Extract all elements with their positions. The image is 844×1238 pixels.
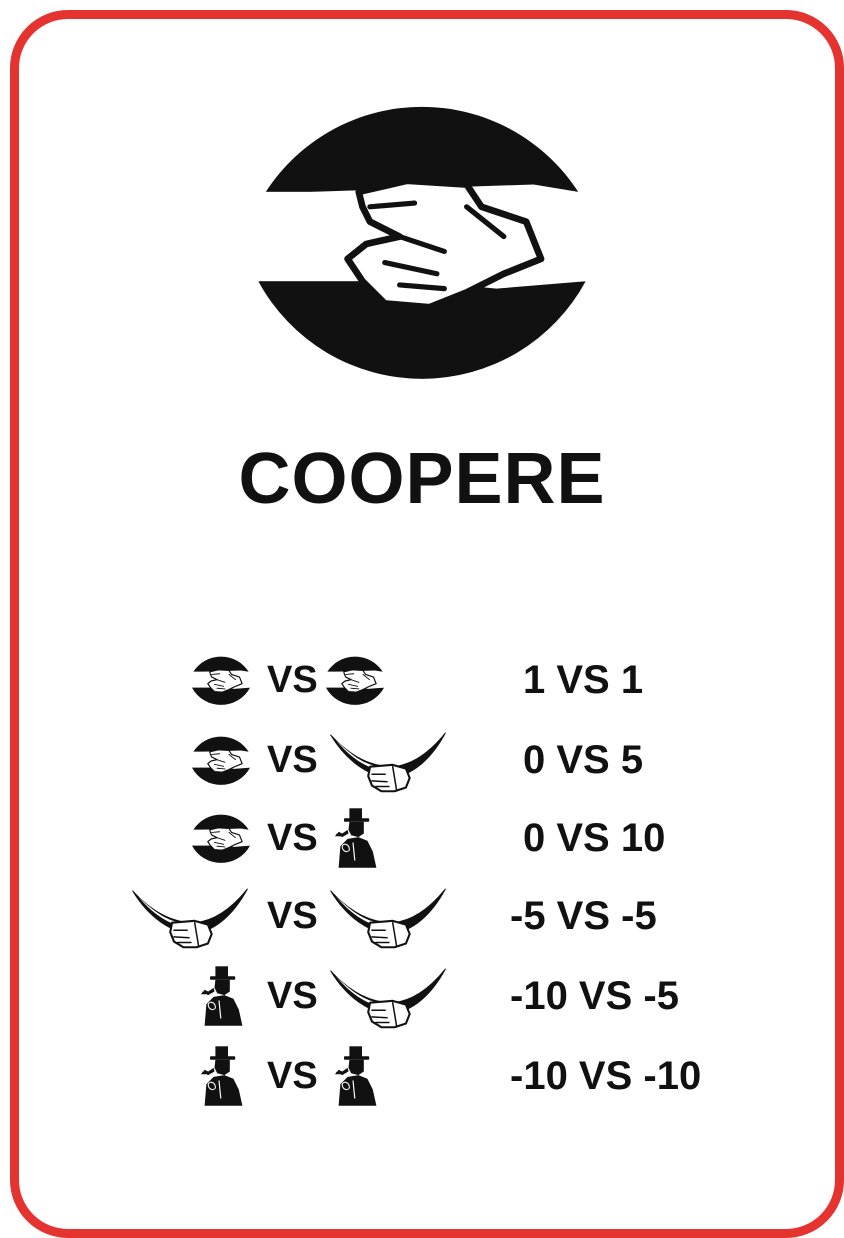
outcome-row: VS 0 VS 10 (0, 801, 844, 875)
vs-label: VS (267, 659, 318, 701)
card-title: COOPERE (238, 439, 606, 519)
spy-icon (326, 1039, 380, 1113)
handshake-icon (188, 806, 254, 872)
vs-label: VS (267, 1055, 318, 1097)
outcome-row: VS 1 VS 1 (0, 643, 844, 717)
vs-label: VS (267, 975, 318, 1017)
score-label: 1 VS 1 (523, 658, 644, 702)
outcome-row: VS 0 VS 5 (0, 723, 844, 797)
vs-label: VS (267, 817, 318, 859)
knife-icon (324, 885, 452, 951)
knife-icon (126, 885, 254, 951)
score-label: -10 VS -10 (510, 1054, 702, 1098)
outcome-row: VS -10 VS -10 (0, 1039, 844, 1113)
score-label: -5 VS -5 (510, 894, 657, 938)
vs-label: VS (267, 895, 318, 937)
outcome-row: VS -5 VS -5 (0, 879, 844, 953)
knife-icon (324, 729, 452, 795)
spy-icon (192, 1039, 246, 1113)
score-label: -10 VS -5 (510, 974, 679, 1018)
score-label: 0 VS 5 (523, 738, 644, 782)
spy-icon (326, 801, 380, 875)
vs-label: VS (267, 739, 318, 781)
handshake-icon (322, 648, 388, 714)
handshake-icon (236, 58, 608, 430)
score-label: 0 VS 10 (523, 816, 666, 860)
outcome-row: VS -10 VS -5 (0, 959, 844, 1033)
spy-icon (192, 959, 246, 1033)
handshake-icon (188, 648, 254, 714)
knife-icon (324, 965, 452, 1031)
handshake-icon (188, 728, 254, 794)
